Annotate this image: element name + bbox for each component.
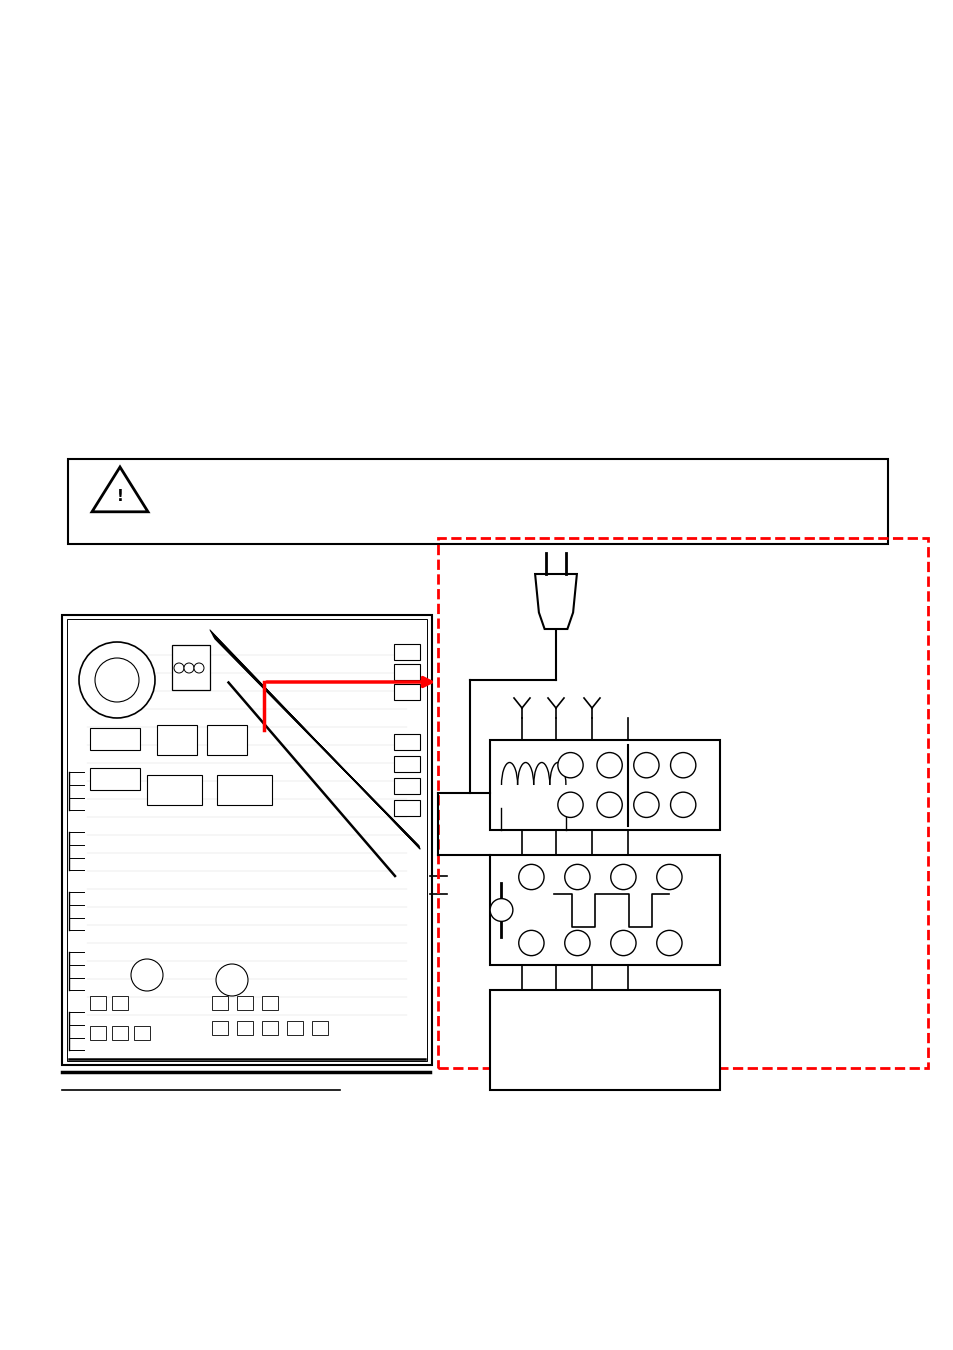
Bar: [212, 996, 228, 1010]
Circle shape: [670, 752, 695, 778]
Bar: [90, 1026, 106, 1040]
Circle shape: [131, 958, 163, 991]
Circle shape: [633, 792, 659, 818]
Bar: [236, 996, 253, 1010]
Bar: [172, 645, 210, 690]
Bar: [67, 620, 427, 1061]
Polygon shape: [535, 574, 577, 629]
Circle shape: [564, 930, 590, 956]
Circle shape: [610, 930, 636, 956]
Circle shape: [610, 864, 636, 890]
Bar: [112, 1026, 128, 1040]
Bar: [287, 1021, 303, 1035]
Circle shape: [215, 964, 248, 996]
Bar: [216, 775, 272, 805]
Bar: [262, 996, 277, 1010]
Bar: [394, 778, 419, 794]
Bar: [90, 996, 106, 1010]
Bar: [394, 801, 419, 815]
Bar: [394, 684, 419, 701]
Circle shape: [564, 864, 590, 890]
Circle shape: [656, 864, 681, 890]
Circle shape: [518, 864, 543, 890]
Circle shape: [558, 752, 582, 778]
Bar: [147, 775, 202, 805]
Text: !: !: [116, 489, 123, 504]
Circle shape: [633, 752, 659, 778]
Circle shape: [558, 792, 582, 818]
Bar: [62, 616, 432, 1065]
Circle shape: [670, 792, 695, 818]
Circle shape: [597, 792, 621, 818]
Circle shape: [79, 643, 154, 718]
Circle shape: [173, 663, 184, 674]
Polygon shape: [91, 467, 148, 512]
Bar: [394, 756, 419, 772]
Circle shape: [95, 657, 139, 702]
Circle shape: [193, 663, 204, 674]
Bar: [262, 1021, 277, 1035]
Bar: [437, 539, 927, 1068]
Circle shape: [184, 663, 193, 674]
Bar: [157, 725, 196, 755]
Bar: [207, 725, 247, 755]
Bar: [236, 1021, 253, 1035]
Circle shape: [490, 899, 513, 922]
Bar: [68, 459, 887, 544]
Bar: [90, 768, 140, 790]
Bar: [490, 990, 720, 1089]
Bar: [90, 728, 140, 751]
Bar: [394, 664, 419, 680]
Circle shape: [656, 930, 681, 956]
Bar: [133, 1026, 150, 1040]
Circle shape: [597, 752, 621, 778]
Bar: [112, 996, 128, 1010]
Bar: [394, 734, 419, 751]
Bar: [490, 740, 720, 830]
Bar: [212, 1021, 228, 1035]
Circle shape: [518, 930, 543, 956]
Bar: [312, 1021, 328, 1035]
Bar: [490, 855, 720, 965]
Bar: [394, 644, 419, 660]
